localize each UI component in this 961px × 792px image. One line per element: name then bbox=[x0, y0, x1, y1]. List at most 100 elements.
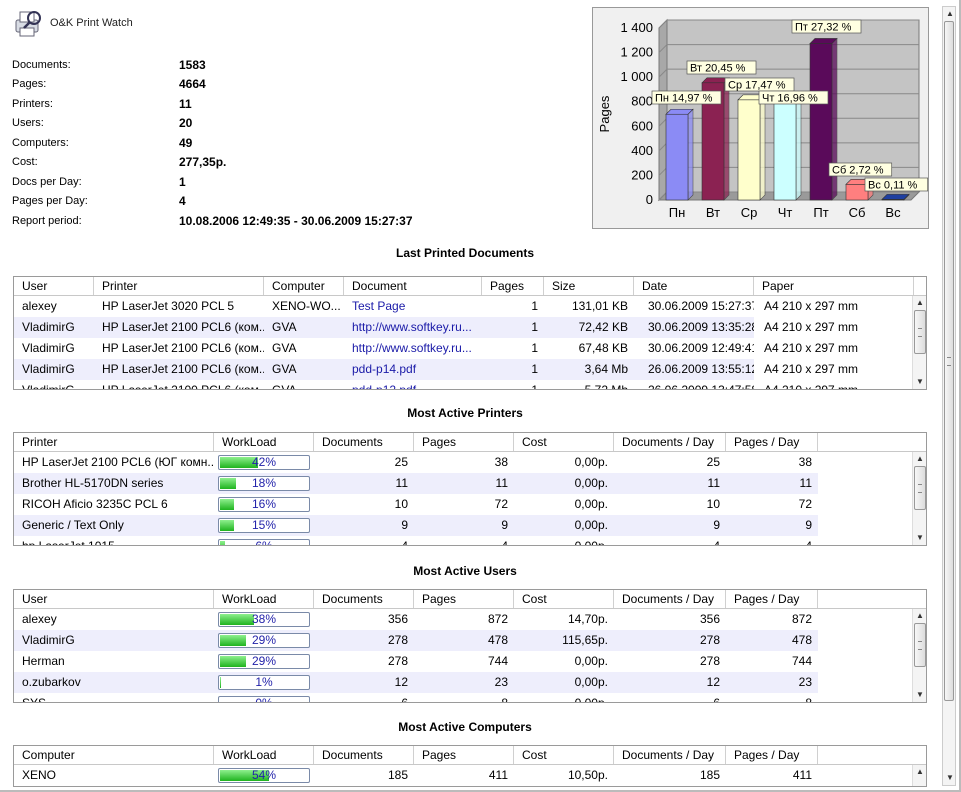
column-header[interactable]: Documents bbox=[314, 746, 414, 764]
column-header[interactable]: Cost bbox=[514, 746, 614, 764]
column-header[interactable]: Pages / Day bbox=[726, 433, 818, 451]
pages-cell: 4 bbox=[501, 539, 508, 546]
column-header[interactable]: Pages bbox=[414, 590, 514, 608]
column-header[interactable]: WorkLoad bbox=[214, 433, 314, 451]
workload-fill bbox=[220, 541, 225, 545]
table-row[interactable]: XENO 54% 185 411 10,50р. 185 411 bbox=[14, 765, 926, 786]
document-link[interactable]: pdd-p14.pdf bbox=[344, 359, 482, 380]
workload-cell: 54% bbox=[214, 765, 314, 786]
document-link[interactable]: http://www.softkey.ru... bbox=[352, 341, 472, 355]
table-row[interactable]: VladimirG HP LaserJet 2100 PCL6 (ком... GV… bbox=[14, 338, 926, 359]
last-documents-grid[interactable]: User Printer Computer Document Pages Size Date… bbox=[13, 276, 927, 390]
table-row[interactable]: Generic / Text Only 15% 9 9 0,00р. 9 9 bbox=[14, 515, 926, 536]
workload-progress-bar: 0% bbox=[218, 696, 310, 702]
scroll-thumb[interactable] bbox=[914, 466, 926, 510]
data-label-box bbox=[651, 90, 722, 105]
document-link[interactable]: Test Page bbox=[352, 299, 406, 313]
table-row[interactable]: alexey 38% 356 872 14,70р. 356 872 bbox=[14, 609, 926, 630]
column-header[interactable]: Pages bbox=[414, 433, 514, 451]
x-tick-label: Пн bbox=[669, 205, 686, 220]
grid-scrollbar[interactable]: ▲ ▼ bbox=[912, 609, 926, 702]
column-header[interactable]: Documents bbox=[314, 590, 414, 608]
page-scroll-down-arrow-icon[interactable]: ▼ bbox=[946, 773, 954, 782]
column-header[interactable]: Paper bbox=[754, 277, 914, 295]
table-cell: 1 bbox=[531, 341, 538, 355]
name-cell: Brother HL-5170DN series bbox=[14, 473, 214, 494]
printers-grid[interactable]: Printer WorkLoad Documents Pages Cost Documen… bbox=[13, 432, 927, 546]
table-row[interactable]: VladimirG HP LaserJet 2100 PCL6 (ком... GV… bbox=[14, 359, 926, 380]
scroll-up-arrow-icon[interactable]: ▲ bbox=[916, 767, 924, 776]
table-row[interactable]: alexey HP LaserJet 3020 PCL 5 XENO-WO... Te… bbox=[14, 296, 926, 317]
column-header[interactable]: Pages bbox=[482, 277, 544, 295]
column-header[interactable]: Documents bbox=[314, 433, 414, 451]
column-header[interactable]: Computer bbox=[264, 277, 344, 295]
gridline-side bbox=[658, 117, 668, 127]
document-link[interactable]: pdd-p12.pdf bbox=[352, 383, 417, 390]
document-link[interactable]: http://www.softkey.ru... bbox=[344, 317, 482, 338]
column-header[interactable]: Size bbox=[544, 277, 634, 295]
scroll-thumb[interactable] bbox=[914, 310, 926, 354]
column-header[interactable]: Computer bbox=[14, 746, 214, 764]
grid-scrollbar[interactable]: ▲ ▼ bbox=[912, 296, 926, 389]
data-label: Вс 0,11 % bbox=[868, 180, 918, 192]
table-row[interactable]: hp LaserJet 1015 6% 4 4 0,00р. 4 4 bbox=[14, 536, 926, 546]
workload-percent: 18% bbox=[251, 476, 277, 491]
workload-fill bbox=[220, 478, 236, 490]
column-header[interactable]: Documents / Day bbox=[614, 746, 726, 764]
table-row[interactable]: VladimirG HP LaserJet 2100 PCL6 (ком... GV… bbox=[14, 317, 926, 338]
column-header[interactable]: Cost bbox=[514, 433, 614, 451]
table-row[interactable]: Herman 29% 278 744 0,00р. 278 744 bbox=[14, 651, 926, 672]
cost-cell: 0,00р. bbox=[574, 497, 608, 511]
scroll-down-arrow-icon[interactable]: ▼ bbox=[916, 690, 924, 699]
chart-svg: 0 200 400 600 800 1 000 1 200 1 400 Pages Пн Вт Ср Ч… bbox=[597, 18, 929, 220]
column-header[interactable]: Document bbox=[344, 277, 482, 295]
column-header[interactable]: Pages / Day bbox=[726, 746, 818, 764]
stat-value: 49 bbox=[179, 135, 193, 150]
column-header[interactable]: User bbox=[14, 277, 94, 295]
computers-grid[interactable]: Computer WorkLoad Documents Pages Cost Docume… bbox=[13, 745, 927, 787]
table-row[interactable]: RICOH Aficio 3235C PCL 6 16% 10 72 0,00р. 10 7… bbox=[14, 494, 926, 515]
column-header[interactable]: Printer bbox=[94, 277, 264, 295]
workload-fill bbox=[220, 656, 246, 668]
table-row[interactable]: SYS 0% 6 8 0,00р. 6 8 bbox=[14, 693, 926, 702]
stat-label: Docs per Day: bbox=[12, 175, 82, 188]
column-header[interactable]: Printer bbox=[14, 433, 214, 451]
column-header[interactable]: Pages bbox=[414, 746, 514, 764]
grid-scrollbar[interactable]: ▲ ▼ bbox=[912, 452, 926, 545]
column-header[interactable]: WorkLoad bbox=[214, 746, 314, 764]
table-row[interactable]: Brother HL-5170DN series 18% 11 11 0,00р. 11 1… bbox=[14, 473, 926, 494]
gridline-side bbox=[658, 191, 668, 201]
table-row[interactable]: VladimirG HP LaserJet 2100 PCL6 (ком... GV… bbox=[14, 380, 926, 390]
dpd-cell: 278 bbox=[614, 630, 726, 651]
scroll-up-arrow-icon[interactable]: ▲ bbox=[916, 454, 924, 463]
workload-cell: 38% bbox=[214, 609, 314, 630]
column-header[interactable]: Documents / Day bbox=[614, 590, 726, 608]
table-row[interactable]: VladimirG 29% 278 478 115,65р. 278 478 bbox=[14, 630, 926, 651]
data-label: Пт 27,32 % bbox=[795, 22, 852, 34]
column-header[interactable]: User bbox=[14, 590, 214, 608]
page-scroll-up-arrow-icon[interactable]: ▲ bbox=[946, 9, 954, 18]
bar-top bbox=[881, 194, 910, 200]
pages-cell: 72 bbox=[494, 497, 508, 511]
scroll-up-arrow-icon[interactable]: ▲ bbox=[916, 611, 924, 620]
table-cell: 72,42 KB bbox=[544, 317, 634, 338]
scroll-down-arrow-icon[interactable]: ▼ bbox=[916, 533, 924, 542]
page-scroll-thumb[interactable] bbox=[944, 21, 954, 701]
column-header[interactable]: Cost bbox=[514, 590, 614, 608]
column-header[interactable]: Date bbox=[634, 277, 754, 295]
stat-row: Pages per Day: 4 bbox=[12, 192, 413, 212]
table-cell: VladimirG bbox=[14, 317, 94, 338]
stat-label: Printers: bbox=[12, 97, 53, 110]
column-header[interactable]: Documents / Day bbox=[614, 433, 726, 451]
page-scrollbar[interactable]: ▲ ▼ bbox=[942, 6, 956, 786]
column-header[interactable]: Pages / Day bbox=[726, 590, 818, 608]
scroll-down-arrow-icon[interactable]: ▼ bbox=[916, 377, 924, 386]
scroll-up-arrow-icon[interactable]: ▲ bbox=[916, 298, 924, 307]
table-row[interactable]: o.zubarkov 1% 12 23 0,00р. 12 23 bbox=[14, 672, 926, 693]
table-row[interactable]: HP LaserJet 2100 PCL6 (ЮГ комн... 42% 25 38… bbox=[14, 452, 926, 473]
dpd-cell: 4 bbox=[713, 539, 720, 546]
users-grid[interactable]: User WorkLoad Documents Pages Cost Documents … bbox=[13, 589, 927, 703]
grid-scrollbar[interactable]: ▲ bbox=[912, 765, 926, 786]
scroll-thumb[interactable] bbox=[914, 623, 926, 667]
column-header[interactable]: WorkLoad bbox=[214, 590, 314, 608]
